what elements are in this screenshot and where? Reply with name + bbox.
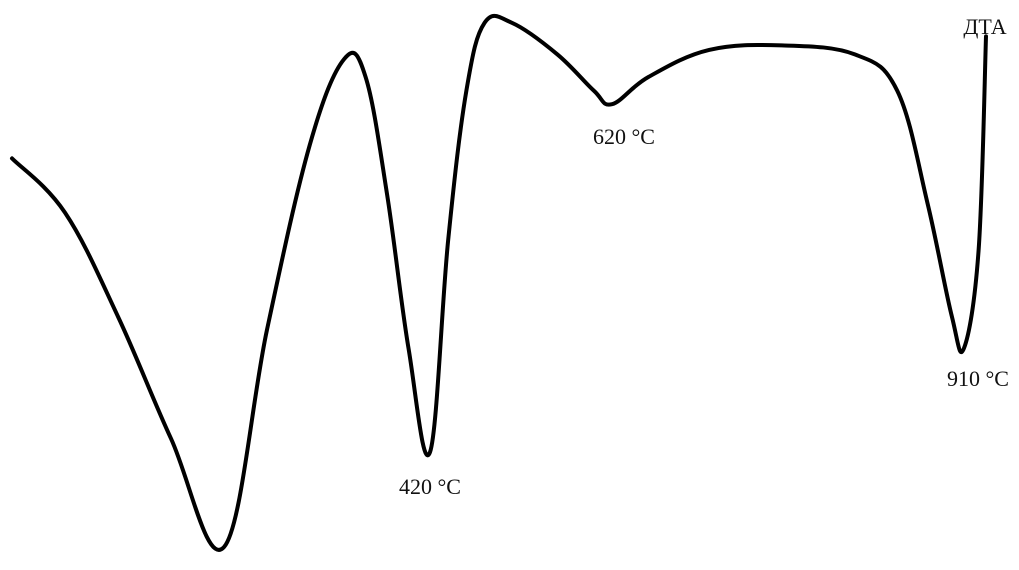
curve-layer xyxy=(10,13,988,552)
curve-name-label: ДТА xyxy=(963,14,1006,39)
peak-label: 910 °C xyxy=(947,366,1009,391)
peak-label: 620 °C xyxy=(593,124,655,149)
dta-curve-line xyxy=(10,13,988,552)
peak-label: 420 °C xyxy=(399,474,461,499)
